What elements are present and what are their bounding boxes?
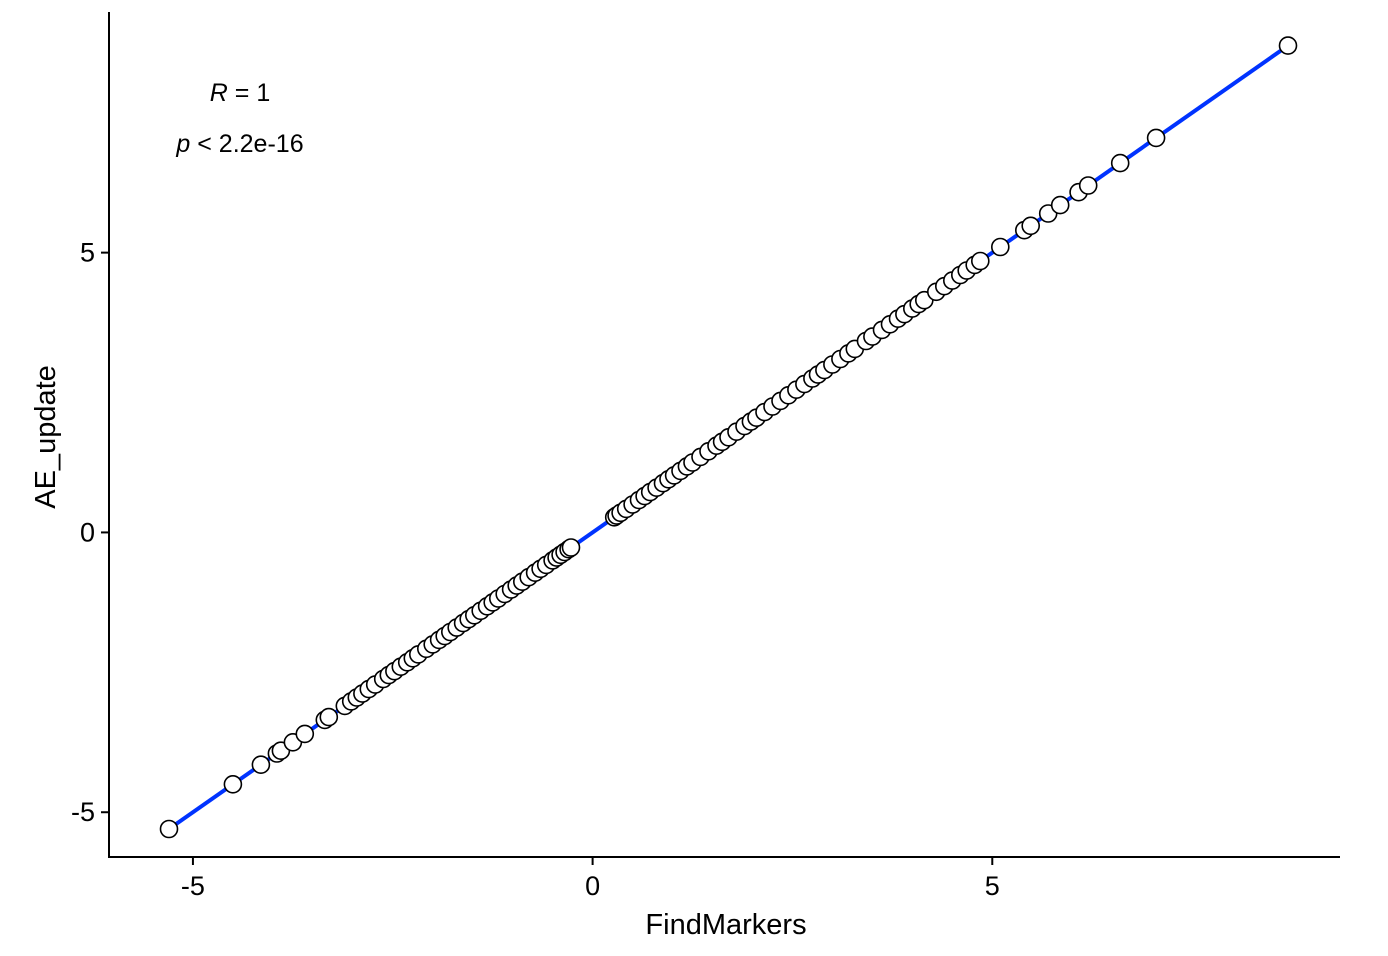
p-annotation: p < 2.2e-16 [175, 130, 303, 158]
data-point [990, 237, 1010, 257]
r-annotation: R = 1 [210, 79, 270, 107]
x-ticks: -5 0 5 [181, 857, 1000, 901]
data-point [295, 724, 315, 744]
data-point [1110, 153, 1130, 173]
x-axis-label: FindMarkers [645, 909, 806, 941]
x-tick-label: 5 [985, 871, 1000, 901]
points-layer [159, 36, 1298, 839]
data-point [1021, 216, 1040, 236]
data-point [1146, 128, 1166, 148]
data-point [970, 251, 990, 271]
data-point [223, 774, 243, 794]
y-tick-label: 5 [80, 238, 95, 268]
data-point [1278, 36, 1298, 55]
data-point [1078, 176, 1098, 195]
data-point [159, 819, 179, 839]
x-tick-label: 0 [585, 871, 600, 901]
y-tick-label: 0 [80, 517, 95, 547]
y-axis-label: AE_update [30, 365, 62, 509]
data-point [561, 538, 581, 557]
data-point [319, 707, 339, 727]
data-point [1050, 195, 1070, 215]
data-point [251, 755, 271, 775]
x-tick-label: -5 [181, 871, 205, 901]
y-ticks: -5 0 5 [71, 238, 109, 827]
y-tick-label: -5 [71, 797, 95, 827]
